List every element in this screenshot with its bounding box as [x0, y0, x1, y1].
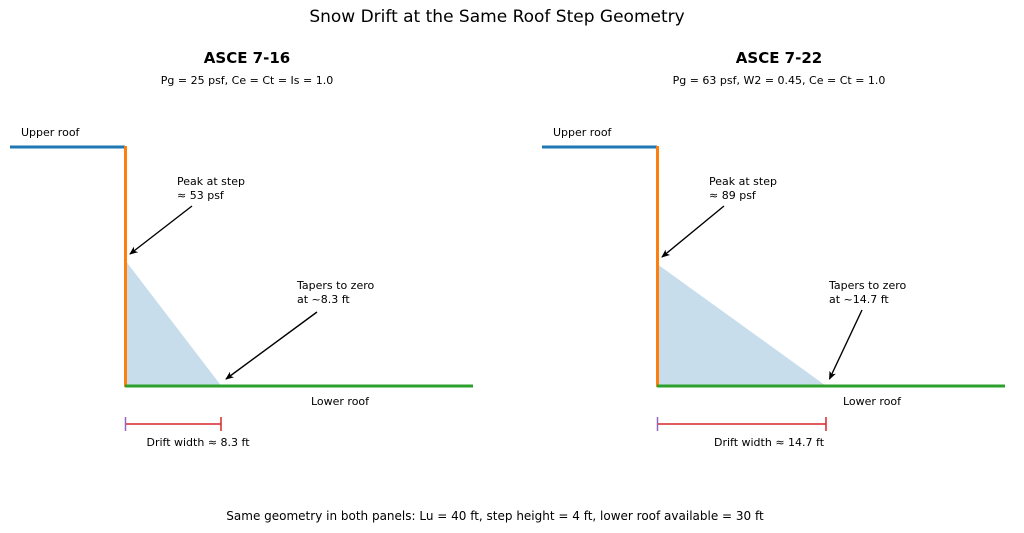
peak-annotation-arrow	[661, 205, 725, 258]
panel-drawing	[10, 145, 473, 431]
upper-roof-label: Upper roof	[21, 126, 80, 139]
panel-drawing	[542, 145, 1005, 431]
panel-header: ASCE 7-22	[735, 49, 823, 67]
peak-annotation-line2: ≈ 89 psf	[709, 189, 756, 202]
drift-width-label: Drift width ≈ 8.3 ft	[146, 436, 250, 449]
panel-parameters: Pg = 63 psf, W2 = 0.45, Ce = Ct = 1.0	[672, 74, 886, 87]
taper-annotation-arrow	[225, 311, 318, 380]
taper-annotation-line1: Tapers to zero	[829, 279, 907, 292]
figure-title: Snow Drift at the Same Roof Step Geometr…	[309, 7, 685, 27]
peak-annotation-line2: ≈ 53 psf	[177, 189, 224, 202]
taper-annotation-line2: at ~8.3 ft	[297, 293, 350, 306]
taper-annotation-arrow	[828, 309, 863, 380]
snow-drift-triangle	[658, 265, 826, 386]
panel-asce-7-16: ASCE 7-16 Pg = 25 psf, Ce = Ct = Is = 1.…	[0, 0, 492, 533]
panel-parameters: Pg = 25 psf, Ce = Ct = Is = 1.0	[160, 74, 334, 87]
panel-asce-7-22: ASCE 7-22 Pg = 63 psf, W2 = 0.45, Ce = C…	[532, 0, 1024, 533]
peak-annotation-line1: Peak at step	[709, 175, 777, 188]
snow-drift-triangle	[126, 262, 221, 386]
figure-caption: Same geometry in both panels: Lu = 40 ft…	[226, 509, 764, 523]
peak-annotation-label: Peak at step ≈ 89 psf	[709, 175, 777, 203]
peak-annotation-arrow	[129, 205, 193, 255]
taper-annotation-label: Tapers to zero at ~14.7 ft	[829, 279, 906, 307]
upper-roof-label: Upper roof	[553, 126, 612, 139]
taper-annotation-line2: at ~14.7 ft	[829, 293, 889, 306]
taper-annotation-line1: Tapers to zero	[297, 279, 375, 292]
drift-width-label: Drift width ≈ 14.7 ft	[713, 436, 825, 449]
taper-annotation-label: Tapers to zero at ~8.3 ft	[297, 279, 374, 307]
peak-annotation-label: Peak at step ≈ 53 psf	[177, 175, 245, 203]
lower-roof-label: Lower roof	[842, 395, 902, 408]
panel-header: ASCE 7-16	[203, 49, 291, 67]
lower-roof-label: Lower roof	[310, 395, 370, 408]
peak-annotation-line1: Peak at step	[177, 175, 245, 188]
